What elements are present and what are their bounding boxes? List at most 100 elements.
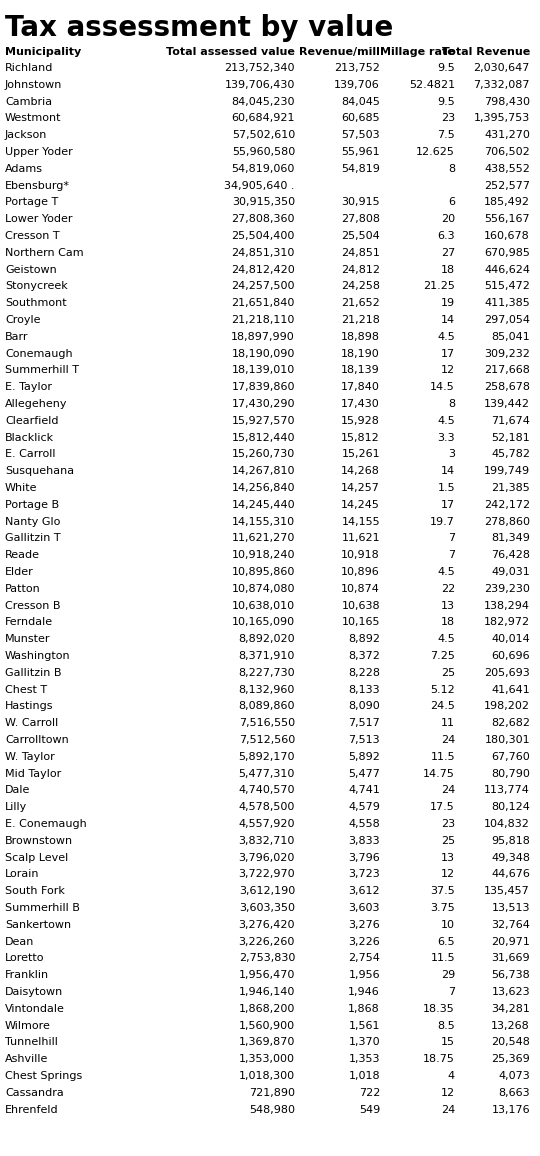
Text: Westmont: Westmont xyxy=(5,113,62,124)
Text: 8,892: 8,892 xyxy=(348,635,380,644)
Text: Gallitzin B: Gallitzin B xyxy=(5,668,62,677)
Text: 57,502,610: 57,502,610 xyxy=(232,131,295,140)
Text: 76,428: 76,428 xyxy=(491,550,530,561)
Text: Elder: Elder xyxy=(5,566,33,577)
Text: 25,504,400: 25,504,400 xyxy=(232,231,295,240)
Text: 135,457: 135,457 xyxy=(484,887,530,896)
Text: 548,980: 548,980 xyxy=(249,1105,295,1114)
Text: 49,348: 49,348 xyxy=(491,853,530,862)
Text: 670,985: 670,985 xyxy=(484,247,530,258)
Text: 139,706: 139,706 xyxy=(334,80,380,90)
Text: Stonycreek: Stonycreek xyxy=(5,281,68,291)
Text: 11: 11 xyxy=(441,718,455,728)
Text: 10: 10 xyxy=(441,920,455,929)
Text: Mid Taylor: Mid Taylor xyxy=(5,769,61,779)
Text: 7,516,550: 7,516,550 xyxy=(239,718,295,728)
Text: 4: 4 xyxy=(448,1070,455,1081)
Text: 85,041: 85,041 xyxy=(491,332,530,342)
Text: 23: 23 xyxy=(441,113,455,124)
Text: 60,684,921: 60,684,921 xyxy=(232,113,295,124)
Text: 113,774: 113,774 xyxy=(484,785,530,795)
Text: Millage rate: Millage rate xyxy=(380,47,455,57)
Text: 27,808,360: 27,808,360 xyxy=(232,214,295,224)
Text: 7: 7 xyxy=(448,987,455,996)
Text: 10,165,090: 10,165,090 xyxy=(232,617,295,628)
Text: 20,971: 20,971 xyxy=(491,936,530,947)
Text: Lorain: Lorain xyxy=(5,869,39,880)
Text: 1,370: 1,370 xyxy=(348,1037,380,1047)
Text: 14.5: 14.5 xyxy=(430,383,455,392)
Text: 84,045: 84,045 xyxy=(341,97,380,106)
Text: 14,257: 14,257 xyxy=(341,483,380,492)
Text: 4,557,920: 4,557,920 xyxy=(239,818,295,829)
Text: 17,430: 17,430 xyxy=(341,399,380,409)
Text: 8,133: 8,133 xyxy=(348,684,380,695)
Text: 18.75: 18.75 xyxy=(423,1054,455,1065)
Text: 15,812: 15,812 xyxy=(341,432,380,443)
Text: 798,430: 798,430 xyxy=(484,97,530,106)
Text: 10,874,080: 10,874,080 xyxy=(232,584,295,594)
Text: Loretto: Loretto xyxy=(5,954,44,963)
Text: 180,301: 180,301 xyxy=(484,735,530,744)
Text: Susquehana: Susquehana xyxy=(5,466,74,476)
Text: 5.12: 5.12 xyxy=(430,684,455,695)
Text: 14,256,840: 14,256,840 xyxy=(232,483,295,492)
Text: 7,512,560: 7,512,560 xyxy=(239,735,295,744)
Text: Vintondale: Vintondale xyxy=(5,1003,65,1014)
Text: Brownstown: Brownstown xyxy=(5,836,73,846)
Text: Cambria: Cambria xyxy=(5,97,52,106)
Text: 17,840: 17,840 xyxy=(341,383,380,392)
Text: 15,928: 15,928 xyxy=(341,416,380,425)
Text: 1,369,870: 1,369,870 xyxy=(239,1037,295,1047)
Text: 27: 27 xyxy=(441,247,455,258)
Text: Ebensburg*: Ebensburg* xyxy=(5,180,70,191)
Text: 4.5: 4.5 xyxy=(437,566,455,577)
Text: 7: 7 xyxy=(448,550,455,561)
Text: Ferndale: Ferndale xyxy=(5,617,53,628)
Text: 104,832: 104,832 xyxy=(484,818,530,829)
Text: Franklin: Franklin xyxy=(5,970,49,980)
Text: 3.75: 3.75 xyxy=(430,903,455,913)
Text: 17: 17 xyxy=(441,499,455,510)
Text: 11.5: 11.5 xyxy=(430,954,455,963)
Text: 721,890: 721,890 xyxy=(249,1088,295,1098)
Text: Ashville: Ashville xyxy=(5,1054,49,1065)
Text: 3,603: 3,603 xyxy=(348,903,380,913)
Text: 49,031: 49,031 xyxy=(491,566,530,577)
Text: 15,927,570: 15,927,570 xyxy=(232,416,295,425)
Text: 60,685: 60,685 xyxy=(341,113,380,124)
Text: Barr: Barr xyxy=(5,332,29,342)
Text: 24,812,420: 24,812,420 xyxy=(231,265,295,275)
Text: Geistown: Geistown xyxy=(5,265,57,275)
Text: 5,477,310: 5,477,310 xyxy=(239,769,295,779)
Text: W. Taylor: W. Taylor xyxy=(5,751,55,762)
Text: 411,385: 411,385 xyxy=(484,298,530,309)
Text: 252,577: 252,577 xyxy=(484,180,530,191)
Text: 55,960,580: 55,960,580 xyxy=(232,147,295,157)
Text: Lilly: Lilly xyxy=(5,802,27,813)
Text: Summerhill B: Summerhill B xyxy=(5,903,80,913)
Text: Patton: Patton xyxy=(5,584,40,594)
Text: 12: 12 xyxy=(441,869,455,880)
Text: 24: 24 xyxy=(441,785,455,795)
Text: 22: 22 xyxy=(441,584,455,594)
Text: 1,353,000: 1,353,000 xyxy=(239,1054,295,1065)
Text: 18,139: 18,139 xyxy=(341,365,380,376)
Text: 6.3: 6.3 xyxy=(437,231,455,240)
Text: 13: 13 xyxy=(441,601,455,610)
Text: 7.5: 7.5 xyxy=(437,131,455,140)
Text: 8,371,910: 8,371,910 xyxy=(239,651,295,661)
Text: 4,579: 4,579 xyxy=(348,802,380,813)
Text: 14: 14 xyxy=(441,314,455,325)
Text: 18,190: 18,190 xyxy=(341,349,380,358)
Text: 8,892,020: 8,892,020 xyxy=(238,635,295,644)
Text: 239,230: 239,230 xyxy=(484,584,530,594)
Text: 60,696: 60,696 xyxy=(491,651,530,661)
Text: Conemaugh: Conemaugh xyxy=(5,349,72,358)
Text: Jackson: Jackson xyxy=(5,131,48,140)
Text: 1,018: 1,018 xyxy=(348,1070,380,1081)
Text: Southmont: Southmont xyxy=(5,298,66,309)
Text: Gallitzin T: Gallitzin T xyxy=(5,533,60,543)
Text: 5,892,170: 5,892,170 xyxy=(239,751,295,762)
Text: 52.4821: 52.4821 xyxy=(409,80,455,90)
